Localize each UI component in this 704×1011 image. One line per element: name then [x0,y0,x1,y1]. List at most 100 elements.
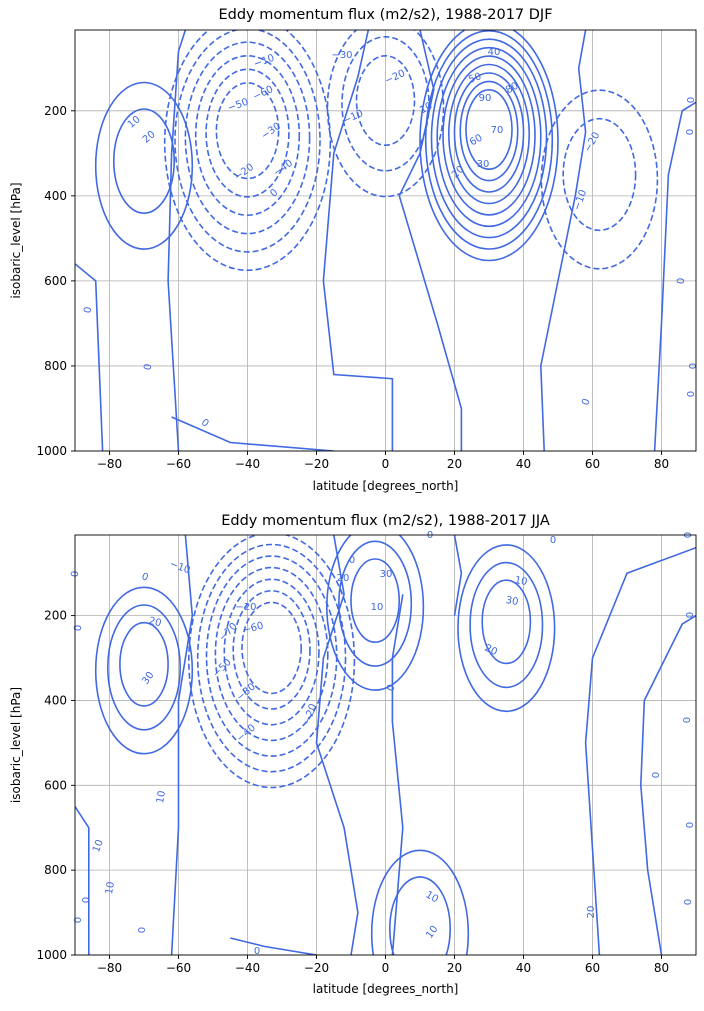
contour-label: 0 [676,277,688,284]
y-tick-label: 200 [44,609,67,623]
contour-label: 20 [586,906,597,919]
contour-label: 10 [91,838,106,854]
chart-title: Eddy momentum flux (m2/s2), 1988-2017 JJ… [221,513,550,529]
contour-line-zero [322,30,394,451]
contour-label: 90 [479,93,492,104]
y-axis-label: isobaric_level [hPa] [9,687,23,803]
contour-line [442,55,536,216]
x-tick-label: 20 [447,457,462,471]
contour-line [540,89,659,270]
x-tick-label: 60 [585,457,600,471]
contour-label: −30 [331,50,352,61]
contour-line-zero [167,30,187,451]
contour-line-zero [539,30,587,451]
contour-label: 20 [337,573,350,584]
y-axis-label: isobaric_level [hPa] [9,182,23,298]
contour-line [430,38,548,239]
contour-line [465,89,513,171]
contour-label: 0 [349,555,355,566]
contour-line-zero [639,614,696,955]
contour-line [215,82,280,180]
x-tick-label: 60 [585,961,600,975]
contour-line-zero [653,101,696,451]
x-tick-label: −60 [166,961,191,975]
y-tick-label: 800 [44,863,67,877]
contour-label: 10 [514,575,528,588]
y-tick-label: 1000 [36,948,67,962]
contour-label: 0 [199,417,211,430]
contour-line-zero [453,535,463,616]
contour-line [338,540,413,667]
contour-label: 0 [682,717,693,723]
y-tick-label: 600 [44,778,67,792]
x-axis-label: latitude [degrees_north] [313,982,459,996]
x-tick-label: −60 [166,457,191,471]
contour-label: 0 [385,683,398,693]
contour-line [113,108,176,215]
contour-label: 0 [685,129,696,135]
contour-label: −20 [235,602,256,613]
contour-label: 40 [488,47,501,58]
panel-djf: −10−50−60−30−40−200−30−20−10 104050809070… [9,7,699,493]
x-tick-label: 0 [382,961,390,975]
contour-line [119,621,169,707]
contour-line-zero [171,416,334,451]
contour-line [223,578,320,726]
contour-line-zero [75,263,104,451]
contour-label: 70 [491,125,504,136]
x-tick-label: −40 [235,457,260,471]
contour-line [419,30,559,262]
contour-label: 0 [143,363,155,371]
x-axis-label: latitude [degrees_north] [313,479,459,493]
y-tick-label: 1000 [36,444,67,458]
contour-label: 0 [580,397,593,407]
x-tick-label: −20 [304,961,329,975]
contour-label: 20 [147,616,162,630]
y-tick-label: 200 [44,104,67,118]
x-tick-label: −40 [235,961,260,975]
contour-line [241,601,303,695]
contour-label: 0 [254,946,260,957]
contour-line [447,63,530,205]
y-tick-label: 800 [44,359,67,373]
contour-line [163,30,332,272]
panel-jja: 0−10−20−60−70−50−30−40−20203020103010302… [9,513,697,996]
contour-line [562,117,637,232]
contour-line [459,80,519,182]
contour-line [436,46,542,228]
contour-label: 10 [371,602,384,613]
contour-label: 0 [686,97,697,103]
contour-line-zero [230,937,317,955]
contour-line [389,876,451,955]
x-tick-label: −20 [304,457,329,471]
contour-label: 0 [268,187,280,200]
contour-label: 0 [686,391,697,397]
x-tick-label: 20 [447,961,462,975]
contour-set [75,535,696,955]
contour-line [194,55,301,216]
contour-line [174,30,321,253]
contour-line-zero [75,806,90,955]
contour-label: 30 [380,569,393,580]
contour-line-zero [315,535,359,955]
contour-line [196,543,347,773]
y-tick-label: 400 [44,189,67,203]
contour-label: 0 [550,535,556,546]
contour-label: 0 [685,822,696,828]
contour-label: 0 [688,363,699,369]
y-tick-label: 400 [44,693,67,707]
contour-label: 0 [427,530,433,541]
contour-line [188,535,356,789]
y-tick-label: 600 [44,274,67,288]
chart-title: Eddy momentum flux (m2/s2), 1988-2017 DJ… [218,7,552,23]
contour-label: 30 [477,159,490,170]
axes: −80 −60 −40 −20 0 20 40 60 80 200 400 600 800 1000 [36,104,669,471]
contour-label: 0 [685,612,696,618]
contour-line [424,30,554,250]
contour-line [370,849,470,955]
contour-label: 0 [683,899,694,905]
contour-line-zero [398,30,463,451]
contour-label: 20 [483,643,499,658]
contour-line-zero [584,546,696,955]
